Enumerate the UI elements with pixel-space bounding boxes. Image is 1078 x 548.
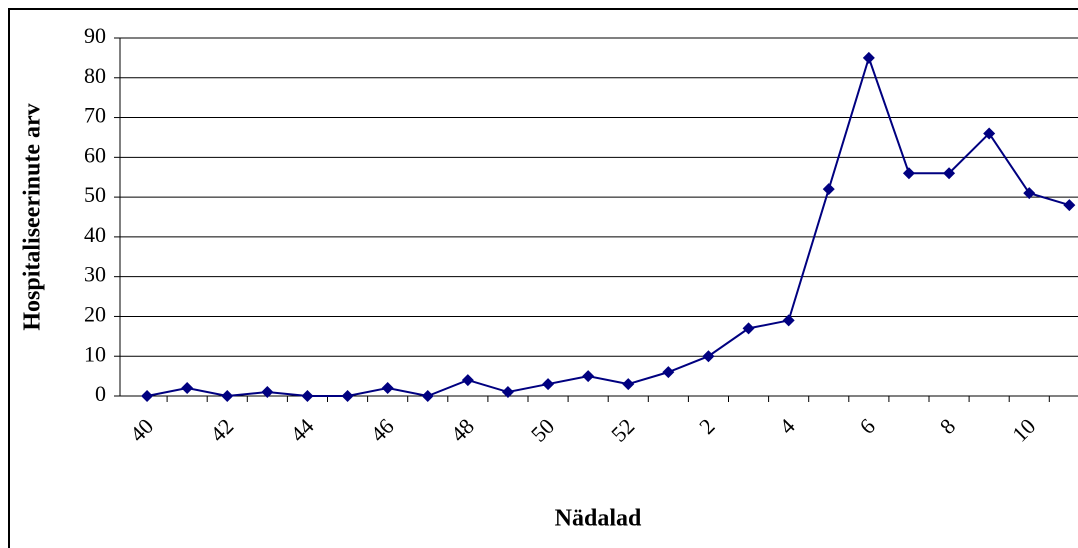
marker: [902, 167, 915, 180]
marker: [943, 167, 956, 180]
x-tick-label: 6: [854, 413, 879, 438]
marker: [542, 378, 555, 391]
y-tick-label: 70: [84, 103, 106, 128]
y-tick-label: 90: [84, 23, 106, 48]
marker: [702, 350, 715, 363]
marker: [622, 378, 635, 391]
marker: [582, 370, 595, 383]
x-axis-title: Nädalad: [555, 506, 642, 532]
marker: [1023, 187, 1036, 200]
x-tick-label: 44: [285, 413, 318, 446]
y-tick-label: 10: [84, 341, 106, 366]
marker: [141, 390, 154, 402]
x-tick-label: 48: [446, 413, 479, 446]
marker: [742, 322, 755, 335]
marker: [261, 386, 274, 399]
x-tick-label: 52: [606, 413, 639, 446]
x-tick-label: 8: [935, 413, 960, 438]
marker: [822, 183, 835, 196]
y-axis-title: Hospitaliseerinute arv: [20, 103, 46, 330]
y-tick-label: 20: [84, 301, 106, 326]
chart-frame: [8, 8, 1078, 548]
x-tick-label: 10: [1007, 413, 1040, 446]
marker: [1063, 199, 1076, 212]
x-tick-label: 4: [774, 413, 799, 438]
y-tick-label: 30: [84, 262, 106, 287]
marker: [181, 382, 194, 395]
marker: [421, 390, 434, 402]
y-tick-label: 50: [84, 182, 106, 207]
x-tick-label: 2: [694, 413, 719, 438]
marker: [983, 127, 996, 140]
marker: [501, 386, 514, 399]
x-tick-label: 46: [366, 413, 399, 446]
y-tick-label: 0: [95, 381, 106, 406]
marker: [782, 314, 795, 327]
marker: [301, 390, 314, 402]
marker: [221, 390, 234, 402]
y-tick-label: 80: [84, 63, 106, 88]
y-tick-label: 40: [84, 222, 106, 247]
line: [146, 54, 1070, 398]
marker: [662, 366, 675, 379]
y-tick-label: 60: [84, 142, 106, 167]
marker: [381, 382, 394, 395]
marker: [341, 390, 354, 402]
x-tick-label: 42: [205, 413, 238, 446]
marker: [862, 51, 875, 64]
x-tick-label: 50: [526, 413, 559, 446]
x-tick-label: 40: [125, 413, 158, 446]
marker: [461, 374, 474, 387]
